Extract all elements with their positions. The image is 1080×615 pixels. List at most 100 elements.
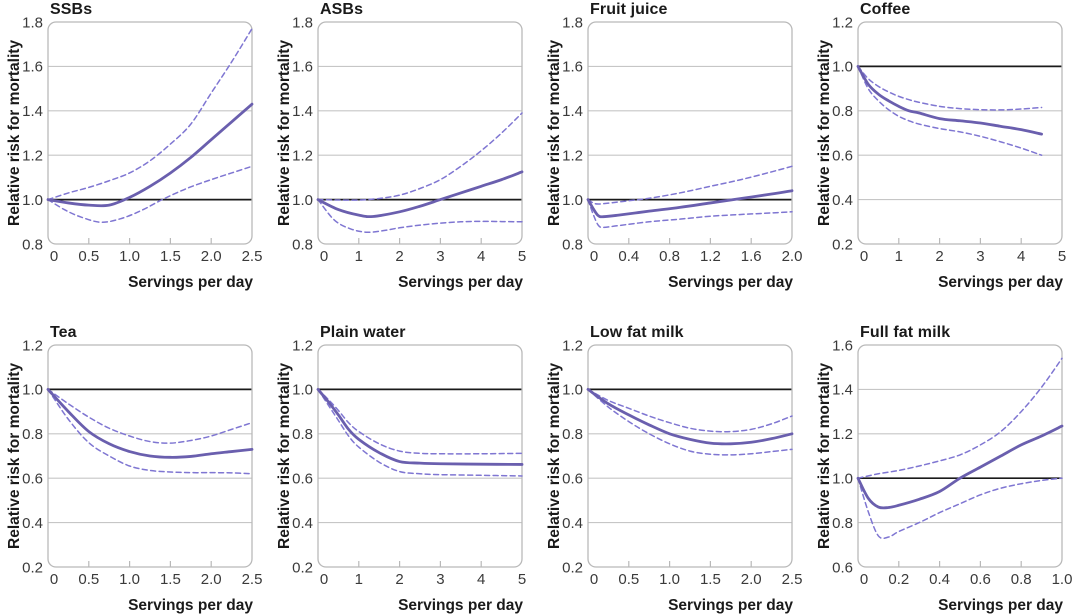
- y-tick-label: 0.2: [832, 236, 853, 253]
- plot-border: [47, 344, 253, 568]
- x-tick-label: 2.5: [242, 248, 263, 265]
- y-tick-label: 1.2: [562, 337, 583, 354]
- y-tick-label: 1.0: [292, 382, 313, 399]
- estimate-curve: [46, 102, 254, 208]
- x-axis-label: Servings per day: [938, 597, 1063, 614]
- x-tick-label: 2.0: [782, 248, 803, 265]
- lower-ci-curve: [857, 65, 1043, 156]
- x-tick-label: 1.0: [659, 571, 680, 588]
- x-tick-label: 0.4: [929, 571, 950, 588]
- y-tick-label: 1.2: [292, 147, 313, 164]
- plot-border: [47, 21, 253, 245]
- x-tick-label: 2.0: [201, 571, 222, 588]
- estimate-curve: [46, 388, 254, 459]
- x-tick-label: 1.2: [700, 248, 721, 265]
- lower-ci-curve: [857, 477, 1063, 540]
- y-tick-label: 1.6: [832, 337, 853, 354]
- y-tick-label: 1.4: [562, 103, 583, 120]
- x-tick-label: 0: [50, 571, 58, 588]
- plot-border: [317, 21, 523, 245]
- x-tick-label: 1.5: [700, 571, 721, 588]
- x-tick-label: 2: [935, 248, 943, 265]
- x-tick-label: 2.5: [242, 571, 263, 588]
- x-tick-label: 1.0: [119, 248, 140, 265]
- y-tick-label: 1.6: [22, 59, 43, 76]
- y-tick-label: 1.2: [832, 14, 853, 31]
- y-tick-label: 1.0: [22, 192, 43, 209]
- x-tick-label: 0.8: [659, 248, 680, 265]
- upper-ci-curve: [47, 27, 253, 201]
- x-axis-label: Servings per day: [398, 274, 523, 291]
- x-axis-label: Servings per day: [128, 274, 253, 291]
- y-tick-label: 1.2: [22, 337, 43, 354]
- estimate-curve: [856, 424, 1064, 510]
- plot-area-fruit-juice: 0.8 1.0 1.2 1.4 1.6 1.8 0 0.4 0.8 1.2 1.6 2.0: [562, 14, 803, 265]
- x-tick-label: 5: [1058, 248, 1066, 265]
- y-tick-label: 0.4: [22, 515, 43, 532]
- x-axis-label: Servings per day: [668, 274, 793, 291]
- x-tick-label: 4: [1017, 248, 1025, 265]
- upper-ci-curve: [857, 357, 1063, 479]
- upper-ci-curve: [587, 388, 793, 433]
- plot-area-tea: 0.2 0.4 0.6 0.8 1.0 1.2 0 0.5 1.0 1.5 2.0 2.5: [22, 337, 263, 588]
- x-tick-label: 4: [477, 571, 485, 588]
- x-tick-label: 1: [355, 248, 363, 265]
- plot-area-full-fat-milk: 0.6 0.8 1.0 1.2 1.4 1.6 0 0.2 0.4 0.6 0.8 1.0: [832, 337, 1073, 588]
- chart-panel-asbs: ASBs Relative risk for mortality 0.8 1.0 1…: [270, 0, 540, 305]
- x-tick-label: 1: [355, 571, 363, 588]
- plot-border: [857, 21, 1063, 245]
- y-tick-label: 1.6: [292, 59, 313, 76]
- x-tick-label: 0: [590, 571, 598, 588]
- x-tick-label: 2.5: [782, 571, 803, 588]
- y-tick-label: 1.0: [832, 470, 853, 487]
- y-tick-label: 0.4: [832, 192, 853, 209]
- x-tick-label: 1.5: [160, 571, 181, 588]
- x-tick-label: 2.0: [201, 248, 222, 265]
- estimate-curve: [586, 189, 794, 219]
- y-tick-label: 0.6: [22, 470, 43, 487]
- lower-ci-curve: [47, 165, 253, 223]
- y-tick-label: 1.4: [292, 103, 313, 120]
- upper-ci-curve: [857, 65, 1043, 111]
- x-tick-label: 5: [518, 571, 526, 588]
- y-tick-label: 1.0: [562, 192, 583, 209]
- panel-title: ASBs: [320, 1, 364, 18]
- y-tick-label: 0.8: [562, 426, 583, 443]
- x-tick-label: 5: [518, 248, 526, 265]
- panel-title: SSBs: [50, 1, 93, 18]
- y-tick-label: 0.8: [292, 426, 313, 443]
- chart-panel-ssbs: SSBs Relative risk for mortality 0.8 1.0 1…: [0, 0, 270, 305]
- x-tick-label: 0: [860, 248, 868, 265]
- estimate-curve: [586, 388, 794, 446]
- x-tick-label: 0.5: [618, 571, 639, 588]
- x-tick-label: 2: [395, 248, 403, 265]
- estimate-curve: [316, 170, 524, 219]
- y-tick-label: 0.6: [832, 559, 853, 576]
- y-tick-label: 0.2: [22, 559, 43, 576]
- plot-border: [587, 21, 793, 245]
- panel-title: Coffee: [860, 1, 911, 18]
- lower-ci-curve: [47, 388, 253, 475]
- x-axis-label: Servings per day: [938, 274, 1063, 291]
- x-tick-label: 3: [436, 248, 444, 265]
- x-tick-label: 3: [976, 248, 984, 265]
- plot-border: [317, 344, 523, 568]
- chart-panel-fruit-juice: Fruit juice Relative risk for mortality …: [540, 0, 810, 305]
- x-tick-label: 0.8: [1011, 571, 1032, 588]
- x-axis-label: Servings per day: [398, 597, 523, 614]
- y-tick-label: 1.8: [292, 14, 313, 31]
- x-tick-label: 0.6: [970, 571, 991, 588]
- y-tick-label: 0.8: [832, 515, 853, 532]
- upper-ci-curve: [587, 165, 793, 205]
- panel-title: Full fat milk: [860, 324, 951, 341]
- y-tick-label: 1.2: [832, 426, 853, 443]
- y-tick-label: 1.0: [292, 192, 313, 209]
- x-tick-label: 1.0: [1052, 571, 1073, 588]
- x-tick-label: 2: [395, 571, 403, 588]
- y-tick-label: 0.8: [292, 236, 313, 253]
- upper-ci-curve: [317, 388, 523, 455]
- plot-area-asbs: 0.8 1.0 1.2 1.4 1.6 1.8 0 1 2 3 4 5: [292, 14, 526, 265]
- plot-area-ssbs: 0.8 1.0 1.2 1.4 1.6 1.8 0 0.5 1.0 1.5 2.0 2.5: [22, 14, 263, 265]
- plot-area-low-fat-milk: 0.2 0.4 0.6 0.8 1.0 1.2 0 0.5 1.0 1.5 2.0 2.5: [562, 337, 803, 588]
